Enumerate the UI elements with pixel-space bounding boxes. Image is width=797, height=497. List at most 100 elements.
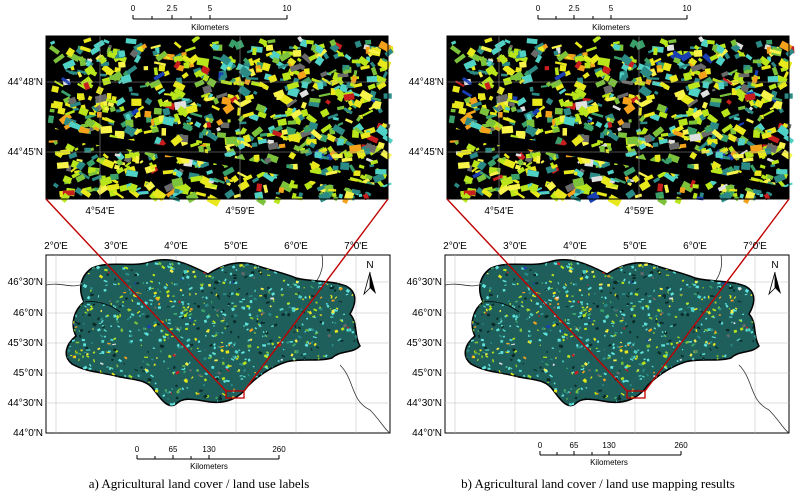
land-parcel bbox=[98, 274, 104, 279]
land-parcel bbox=[498, 352, 501, 355]
land-parcel bbox=[504, 153, 510, 159]
land-parcel bbox=[738, 97, 744, 102]
land-parcel bbox=[101, 325, 106, 329]
land-parcel bbox=[546, 181, 556, 191]
land-parcel bbox=[583, 362, 589, 367]
land-parcel bbox=[652, 297, 657, 301]
land-parcel bbox=[462, 77, 472, 85]
land-parcel bbox=[334, 322, 337, 325]
land-parcel bbox=[607, 283, 610, 287]
inset-scale-tick-0: 0 bbox=[131, 4, 136, 13]
land-parcel bbox=[231, 302, 234, 304]
land-parcel bbox=[505, 107, 510, 111]
land-parcel bbox=[672, 271, 677, 274]
land-parcel bbox=[83, 351, 88, 354]
land-parcel bbox=[186, 343, 191, 348]
land-parcel bbox=[745, 107, 754, 114]
land-parcel bbox=[600, 132, 604, 138]
land-parcel bbox=[620, 331, 623, 334]
land-parcel bbox=[539, 191, 549, 195]
land-parcel bbox=[181, 316, 185, 320]
land-parcel bbox=[659, 139, 668, 145]
land-parcel bbox=[687, 99, 698, 108]
land-parcel bbox=[541, 327, 545, 331]
land-parcel bbox=[449, 115, 455, 123]
land-parcel bbox=[170, 134, 183, 146]
land-parcel bbox=[301, 109, 309, 117]
land-parcel bbox=[640, 272, 644, 276]
land-parcel bbox=[116, 167, 124, 175]
land-parcel bbox=[208, 354, 213, 358]
land-parcel bbox=[88, 171, 97, 176]
land-parcel bbox=[313, 316, 317, 319]
land-parcel bbox=[208, 275, 212, 278]
land-parcel bbox=[512, 337, 516, 341]
land-parcel bbox=[639, 143, 647, 150]
land-parcel bbox=[86, 295, 91, 300]
land-parcel bbox=[623, 167, 635, 177]
land-parcel bbox=[587, 361, 590, 365]
land-parcel bbox=[528, 316, 531, 319]
land-parcel bbox=[504, 284, 507, 286]
land-parcel bbox=[369, 164, 374, 167]
land-parcel bbox=[120, 328, 123, 332]
land-parcel bbox=[359, 90, 373, 102]
land-parcel bbox=[485, 148, 491, 153]
land-parcel bbox=[466, 348, 470, 353]
land-parcel bbox=[649, 58, 655, 66]
land-parcel bbox=[239, 300, 243, 303]
land-parcel bbox=[628, 291, 630, 295]
land-parcel bbox=[80, 46, 91, 53]
land-parcel bbox=[116, 321, 119, 323]
land-parcel bbox=[171, 177, 183, 187]
land-parcel bbox=[632, 175, 640, 183]
land-parcel bbox=[89, 112, 96, 116]
land-parcel bbox=[103, 39, 109, 44]
land-parcel bbox=[83, 37, 91, 43]
land-parcel bbox=[612, 343, 615, 347]
land-parcel bbox=[124, 374, 127, 378]
land-parcel bbox=[104, 177, 111, 181]
land-parcel bbox=[575, 188, 581, 193]
land-parcel bbox=[492, 359, 495, 363]
land-parcel bbox=[587, 286, 592, 291]
land-parcel bbox=[718, 320, 722, 324]
land-parcel bbox=[561, 335, 565, 339]
main-scale-bar: 0 65 130 260 Kilometers bbox=[135, 445, 286, 471]
land-parcel bbox=[199, 283, 204, 286]
land-parcel bbox=[297, 326, 302, 330]
land-parcel bbox=[705, 182, 713, 190]
land-parcel bbox=[653, 327, 657, 330]
land-parcel bbox=[265, 335, 268, 338]
land-parcel bbox=[242, 265, 245, 268]
land-parcel bbox=[162, 116, 174, 126]
land-parcel bbox=[307, 341, 310, 345]
land-parcel bbox=[598, 389, 602, 392]
land-parcel bbox=[172, 168, 183, 178]
land-parcel bbox=[670, 324, 674, 328]
land-parcel bbox=[331, 343, 334, 347]
land-parcel bbox=[350, 82, 355, 86]
land-parcel bbox=[158, 338, 162, 342]
land-parcel bbox=[330, 295, 333, 299]
land-parcel bbox=[222, 316, 226, 320]
land-parcel bbox=[161, 128, 166, 136]
land-parcel bbox=[73, 355, 76, 358]
land-parcel bbox=[352, 60, 361, 64]
land-parcel bbox=[604, 330, 609, 333]
land-parcel bbox=[294, 325, 297, 328]
land-parcel bbox=[544, 362, 549, 367]
land-parcel bbox=[266, 52, 273, 57]
land-parcel bbox=[109, 367, 111, 370]
land-parcel bbox=[232, 319, 237, 324]
land-parcel bbox=[515, 364, 518, 368]
land-parcel bbox=[102, 304, 105, 307]
land-parcel bbox=[760, 90, 774, 102]
land-parcel bbox=[228, 39, 236, 48]
land-parcel bbox=[600, 289, 603, 293]
land-parcel bbox=[722, 124, 734, 134]
land-parcel bbox=[142, 327, 146, 331]
land-parcel bbox=[180, 311, 184, 315]
land-parcel bbox=[688, 87, 700, 98]
land-parcel bbox=[562, 338, 565, 342]
